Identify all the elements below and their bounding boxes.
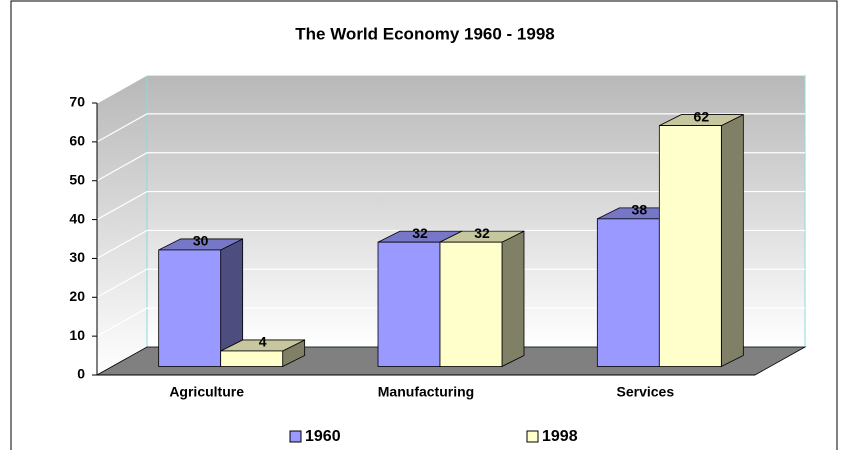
grid-line (96, 268, 805, 298)
bar (658, 113, 744, 368)
y-tick-label: 10 (69, 327, 85, 343)
data-label: 4 (259, 334, 267, 350)
bar-front (439, 241, 503, 367)
bar-front (658, 125, 722, 367)
bar (439, 230, 525, 368)
data-label: 32 (412, 225, 428, 241)
bar-front (377, 241, 441, 367)
y-tick-label: 50 (69, 171, 85, 187)
data-label: 30 (193, 233, 209, 249)
bar (220, 339, 306, 368)
bar-front (596, 218, 660, 367)
grid-line (96, 307, 805, 337)
x-tick-label: Agriculture (169, 384, 244, 400)
y-tick-label: 20 (69, 288, 85, 304)
bar-side (501, 230, 525, 368)
bar-front (158, 249, 222, 367)
data-label: 62 (694, 108, 710, 124)
y-tick-label: 70 (69, 94, 85, 110)
legend-label: 1998 (542, 428, 578, 445)
chart-title: The World Economy 1960 - 1998 (295, 24, 555, 43)
grid-line (96, 229, 805, 259)
bar-front (220, 350, 284, 367)
side-wall (96, 74, 148, 376)
legend-swatch (526, 430, 539, 443)
y-tick-label: 40 (69, 210, 85, 226)
data-label: 32 (474, 225, 490, 241)
grid-line (96, 74, 805, 104)
y-tick-label: 30 (69, 249, 85, 265)
grid-line (96, 152, 805, 182)
grid-line (96, 190, 805, 221)
grid-line (96, 113, 805, 143)
legend-swatch (289, 430, 302, 443)
bar-side (720, 113, 744, 368)
y-tick-label: 60 (69, 133, 85, 149)
legend-label: 1960 (305, 428, 341, 445)
y-tick-label: 0 (77, 366, 85, 382)
x-tick-label: Manufacturing (378, 384, 474, 400)
data-label: 38 (632, 202, 648, 218)
x-tick-label: Services (617, 384, 675, 400)
bar (158, 238, 244, 368)
